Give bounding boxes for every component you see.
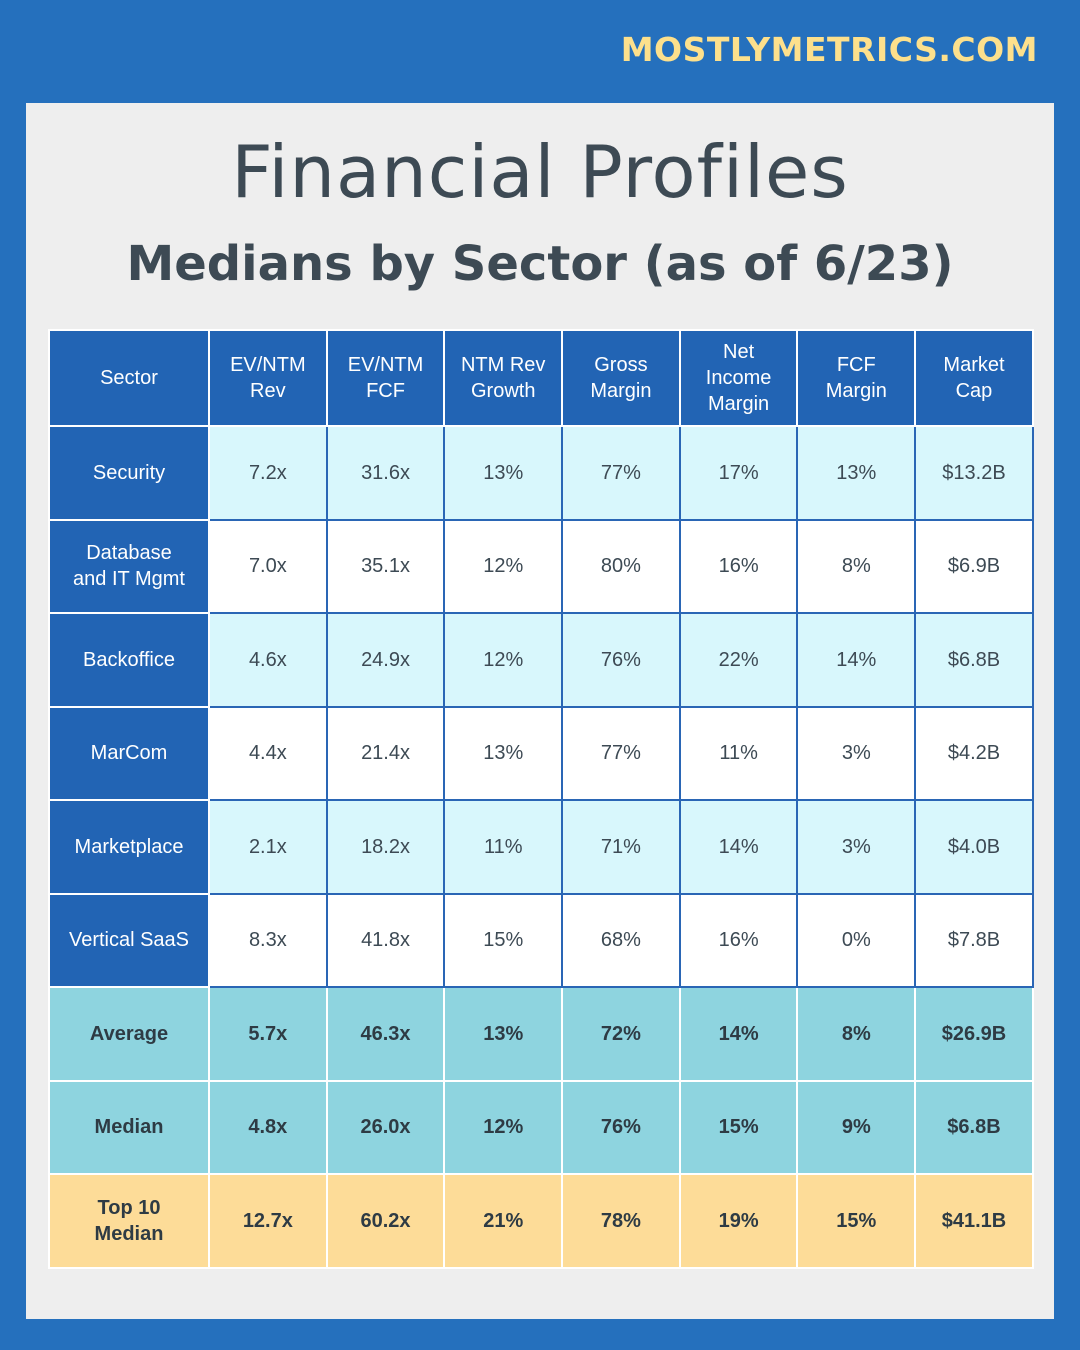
summary-cell: 13% xyxy=(443,986,564,1082)
summary-cell: 14% xyxy=(678,986,799,1082)
table-cell: 15% xyxy=(443,892,564,988)
summary-cell: 76% xyxy=(561,1079,681,1175)
table-cell: 18.2x xyxy=(325,799,446,895)
table-cell: 14% xyxy=(796,612,917,708)
table-cell: 4.6x xyxy=(208,612,328,708)
sector-label: MarCom xyxy=(48,705,210,801)
table-cell: $13.2B xyxy=(914,425,1034,521)
sector-label: Backoffice xyxy=(48,612,210,708)
table-cell: 7.0x xyxy=(208,518,328,614)
table-row: Security 7.2x 31.6x 13% 77% 17% 13% $13.2B xyxy=(48,425,1034,521)
summary-cell: $41.1B xyxy=(914,1173,1034,1269)
table-cell: $6.8B xyxy=(914,612,1034,708)
table-cell: 7.2x xyxy=(208,425,328,521)
column-header: EV/NTM FCF xyxy=(325,329,446,427)
column-header: NTM Rev Growth xyxy=(443,329,564,427)
column-header: Gross Margin xyxy=(561,329,681,427)
column-header: Net Income Margin xyxy=(678,329,799,427)
sector-label: Security xyxy=(48,425,210,521)
table-cell: 11% xyxy=(678,705,799,801)
table-row: Backoffice 4.6x 24.9x 12% 76% 22% 14% $6.8B xyxy=(48,612,1034,708)
sector-label: Marketplace xyxy=(48,799,210,895)
table-cell: 12% xyxy=(443,612,564,708)
summary-cell: 26.0x xyxy=(325,1079,446,1175)
table-cell: $6.9B xyxy=(914,518,1034,614)
summary-label: Median xyxy=(48,1079,210,1175)
summary-cell: 15% xyxy=(796,1173,917,1269)
summary-label: Average xyxy=(48,986,210,1082)
column-header: EV/NTM Rev xyxy=(208,329,328,427)
table-cell: 8% xyxy=(796,518,917,614)
table-cell: 71% xyxy=(561,799,681,895)
page-subtitle: Medians by Sector (as of 6/23) xyxy=(126,236,954,292)
summary-cell: 72% xyxy=(561,986,681,1082)
summary-cell: 60.2x xyxy=(325,1173,446,1269)
summary-cell: 12% xyxy=(443,1079,564,1175)
table-cell: $4.2B xyxy=(914,705,1034,801)
table-row: Marketplace 2.1x 18.2x 11% 71% 14% 3% $4.0B xyxy=(48,799,1034,895)
table-cell: 12% xyxy=(443,518,564,614)
column-header: Market Cap xyxy=(914,329,1034,427)
summary-row: Median 4.8x 26.0x 12% 76% 15% 9% $6.8B xyxy=(48,1079,1034,1175)
summary-cell: 15% xyxy=(678,1079,799,1175)
table-cell: 80% xyxy=(561,518,681,614)
financial-profiles-table: Sector EV/NTM Rev EV/NTM FCF NTM Rev Growth… xyxy=(48,329,1034,1269)
table-cell: 0% xyxy=(796,892,917,988)
table-cell: 21.4x xyxy=(325,705,446,801)
table-cell: 8.3x xyxy=(208,892,328,988)
table-cell: 13% xyxy=(443,425,564,521)
summary-cell: $26.9B xyxy=(914,986,1034,1082)
summary-label: Top 10 Median xyxy=(48,1173,210,1269)
table-cell: $7.8B xyxy=(914,892,1034,988)
summary-cell: 12.7x xyxy=(208,1173,328,1269)
table-cell: 2.1x xyxy=(208,799,328,895)
summary-cell: 78% xyxy=(561,1173,681,1269)
table-cell: 4.4x xyxy=(208,705,328,801)
table-cell: 13% xyxy=(796,425,917,521)
brand-logo-text: MOSTLYMETRICS.COM xyxy=(620,30,1038,69)
table-row: MarCom 4.4x 21.4x 13% 77% 11% 3% $4.2B xyxy=(48,705,1034,801)
table-cell: 31.6x xyxy=(325,425,446,521)
column-header: FCF Margin xyxy=(796,329,917,427)
sector-label: Vertical SaaS xyxy=(48,892,210,988)
table-cell: 13% xyxy=(443,705,564,801)
summary-cell: 46.3x xyxy=(325,986,446,1082)
table-cell: 16% xyxy=(678,518,799,614)
table-cell: 76% xyxy=(561,612,681,708)
table-cell: 77% xyxy=(561,705,681,801)
summary-cell: 9% xyxy=(796,1079,917,1175)
top10-median-row: Top 10 Median 12.7x 60.2x 21% 78% 19% 15% $41.1… xyxy=(48,1173,1034,1269)
table-body: Security 7.2x 31.6x 13% 77% 17% 13% $13.2B Datab… xyxy=(48,425,1034,1269)
page-title: Financial Profiles xyxy=(231,130,849,214)
table-cell: 3% xyxy=(796,705,917,801)
table-cell: 16% xyxy=(678,892,799,988)
summary-cell: 5.7x xyxy=(208,986,328,1082)
summary-cell: 21% xyxy=(443,1173,564,1269)
table-cell: 24.9x xyxy=(325,612,446,708)
table-cell: 3% xyxy=(796,799,917,895)
table-cell: 11% xyxy=(443,799,564,895)
table-row: Database and IT Mgmt 7.0x 35.1x 12% 80% 16% 8%… xyxy=(48,518,1034,614)
table-cell: 77% xyxy=(561,425,681,521)
table-header-row: Sector EV/NTM Rev EV/NTM FCF NTM Rev Growth… xyxy=(48,329,1034,427)
summary-cell: 8% xyxy=(796,986,917,1082)
summary-cell: 4.8x xyxy=(208,1079,328,1175)
table-cell: 41.8x xyxy=(325,892,446,988)
column-header: Sector xyxy=(48,329,210,427)
sector-label: Database and IT Mgmt xyxy=(48,518,210,614)
table-cell: 14% xyxy=(678,799,799,895)
summary-cell: $6.8B xyxy=(914,1079,1034,1175)
table-cell: 22% xyxy=(678,612,799,708)
table-cell: 17% xyxy=(678,425,799,521)
table-cell: $4.0B xyxy=(914,799,1034,895)
summary-row: Average 5.7x 46.3x 13% 72% 14% 8% $26.9B xyxy=(48,986,1034,1082)
table-row: Vertical SaaS 8.3x 41.8x 15% 68% 16% 0% $7.8B xyxy=(48,892,1034,988)
table-cell: 68% xyxy=(561,892,681,988)
table-cell: 35.1x xyxy=(325,518,446,614)
summary-cell: 19% xyxy=(678,1173,799,1269)
